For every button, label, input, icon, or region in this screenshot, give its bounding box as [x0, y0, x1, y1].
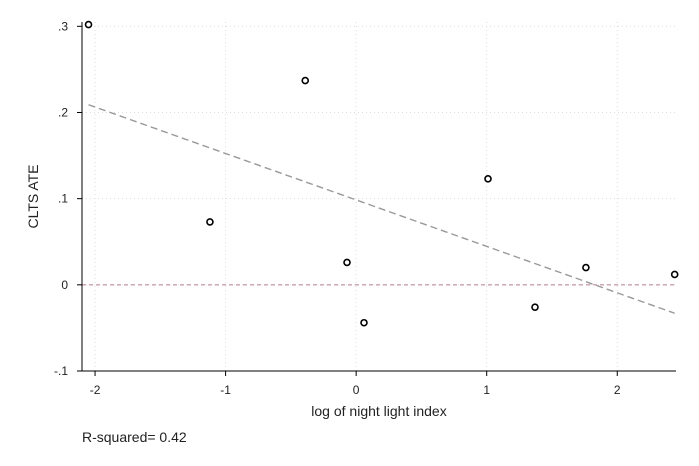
- data-point-8: [670, 270, 679, 279]
- axes: [77, 22, 676, 376]
- data-point-4: [360, 318, 368, 327]
- tick-labels: -.1 0 .1 .2 .3 -2 -1 0 1 2: [54, 19, 621, 397]
- y-tick-label-1: 0: [61, 278, 68, 292]
- data-point-3: [343, 258, 351, 267]
- fit-line: [88, 104, 675, 314]
- fitted-line: [88, 104, 675, 314]
- y-tick-label-3: .2: [58, 105, 68, 119]
- x-tick-label-4: 2: [614, 383, 621, 397]
- x-tick-label-1: -1: [220, 383, 231, 397]
- data-point-1: [206, 218, 214, 226]
- grid-lines: [82, 22, 676, 372]
- x-axis-label: log of night light index: [311, 403, 446, 419]
- r-squared-note: R-squared= 0.42: [82, 429, 187, 445]
- data-point-0: [84, 20, 93, 29]
- x-tick-label-2: 0: [353, 383, 360, 397]
- data-point-2: [301, 76, 310, 85]
- data-points: [84, 20, 679, 327]
- data-point-5: [484, 175, 492, 183]
- data-point-6: [531, 303, 539, 312]
- y-tick-label-0: -.1: [54, 364, 68, 378]
- x-tick-label-3: 1: [483, 383, 490, 397]
- y-tick-label-2: .1: [58, 192, 68, 206]
- data-point-7: [582, 263, 590, 272]
- x-tick-label-0: -2: [90, 383, 101, 397]
- y-tick-label-4: .3: [58, 19, 68, 33]
- y-axis-label: CLTS ATE: [25, 164, 41, 228]
